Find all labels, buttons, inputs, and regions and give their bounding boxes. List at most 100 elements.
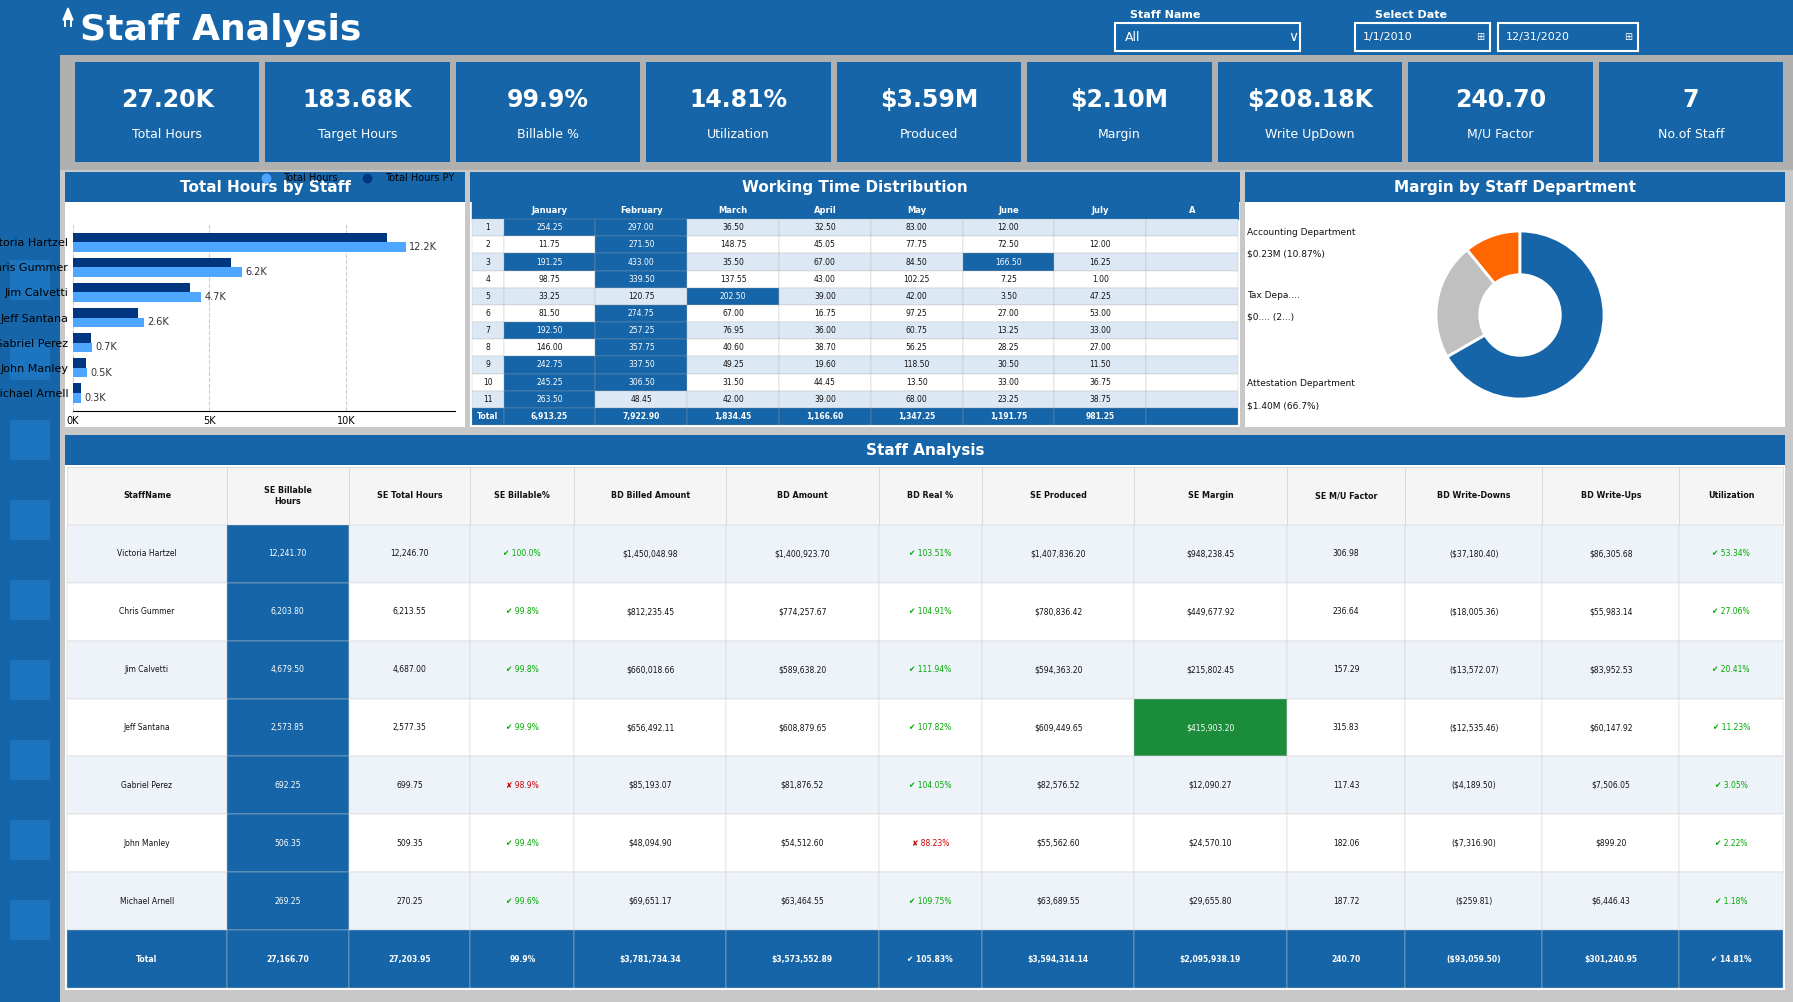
Bar xyxy=(963,254,1054,271)
Text: 1,166.60: 1,166.60 xyxy=(807,412,843,421)
Text: 48.45: 48.45 xyxy=(631,395,653,404)
Text: 42.00: 42.00 xyxy=(905,292,927,301)
Text: 23.25: 23.25 xyxy=(997,395,1018,404)
Bar xyxy=(472,202,504,219)
Bar xyxy=(1680,467,1782,525)
Bar xyxy=(1054,391,1146,408)
Bar xyxy=(574,640,726,698)
Text: BD Write-Ups: BD Write-Ups xyxy=(1581,491,1641,500)
Text: $899.20: $899.20 xyxy=(1596,839,1626,848)
Bar xyxy=(470,583,574,640)
Text: $1,407,836.20: $1,407,836.20 xyxy=(1031,549,1087,558)
Bar xyxy=(74,242,405,252)
Bar xyxy=(504,271,595,288)
Text: $7,506.05: $7,506.05 xyxy=(1592,781,1630,790)
Text: $589,638.20: $589,638.20 xyxy=(778,665,827,674)
Text: 27,203.95: 27,203.95 xyxy=(389,955,430,964)
Text: $3,781,734.34: $3,781,734.34 xyxy=(619,955,681,964)
Bar xyxy=(1146,374,1237,391)
Bar xyxy=(879,815,983,872)
Text: 56.25: 56.25 xyxy=(905,344,927,353)
Text: SE Margin: SE Margin xyxy=(1187,491,1234,500)
Text: $85,193.07: $85,193.07 xyxy=(628,781,672,790)
Text: BD Amount: BD Amount xyxy=(776,491,828,500)
Bar xyxy=(66,525,228,583)
Bar xyxy=(726,757,879,815)
Bar xyxy=(595,340,687,357)
Bar xyxy=(265,62,450,162)
Text: ($4,189.50): ($4,189.50) xyxy=(1452,781,1495,790)
Bar xyxy=(348,583,470,640)
Text: 306.50: 306.50 xyxy=(628,378,654,387)
Text: StaffName: StaffName xyxy=(124,491,170,500)
Text: Gabriel Perez: Gabriel Perez xyxy=(122,781,172,790)
Bar xyxy=(1054,236,1146,254)
Text: 981.25: 981.25 xyxy=(1087,412,1115,421)
Text: $83,952.53: $83,952.53 xyxy=(1589,665,1633,674)
Text: 36.00: 36.00 xyxy=(814,327,836,335)
Text: 3: 3 xyxy=(486,258,489,267)
Text: ✔ 27.06%: ✔ 27.06% xyxy=(1712,607,1750,616)
Bar xyxy=(74,293,201,302)
Text: 19.60: 19.60 xyxy=(814,361,836,370)
Text: 16.25: 16.25 xyxy=(1090,258,1112,267)
Bar xyxy=(983,525,1135,583)
Bar xyxy=(1356,23,1490,51)
Bar xyxy=(595,391,687,408)
Bar xyxy=(963,322,1054,340)
Text: $81,876.52: $81,876.52 xyxy=(780,781,825,790)
Bar xyxy=(348,525,470,583)
Text: Produced: Produced xyxy=(900,127,957,140)
Bar xyxy=(1146,271,1237,288)
Text: 245.25: 245.25 xyxy=(536,378,563,387)
Bar xyxy=(472,408,504,425)
Text: $60,147.92: $60,147.92 xyxy=(1589,723,1633,732)
Bar xyxy=(687,271,778,288)
Bar xyxy=(983,757,1135,815)
Bar xyxy=(472,254,504,271)
Bar xyxy=(1135,872,1287,930)
Text: ✔ 11.23%: ✔ 11.23% xyxy=(1712,723,1750,732)
Bar xyxy=(470,172,1241,427)
Text: 6: 6 xyxy=(486,309,489,318)
Text: 33.00: 33.00 xyxy=(997,378,1020,387)
Text: 99.9%: 99.9% xyxy=(509,955,536,964)
Bar xyxy=(74,368,86,378)
Bar xyxy=(65,435,1786,465)
Bar xyxy=(871,305,963,322)
Text: 137.55: 137.55 xyxy=(719,275,746,284)
Text: $449,677.92: $449,677.92 xyxy=(1187,607,1235,616)
Bar xyxy=(74,359,86,368)
Text: $660,018.66: $660,018.66 xyxy=(626,665,674,674)
Bar xyxy=(595,271,687,288)
Bar xyxy=(1287,698,1406,757)
Text: 31.50: 31.50 xyxy=(723,378,744,387)
Bar xyxy=(1054,357,1146,374)
Bar xyxy=(879,698,983,757)
Bar xyxy=(645,62,830,162)
Bar xyxy=(595,357,687,374)
Bar xyxy=(504,357,595,374)
Bar xyxy=(574,467,726,525)
Text: 2,573.85: 2,573.85 xyxy=(271,723,305,732)
Text: 27,166.70: 27,166.70 xyxy=(267,955,308,964)
Bar xyxy=(348,872,470,930)
Text: Tax Depa....: Tax Depa.... xyxy=(1246,292,1300,301)
Text: May: May xyxy=(907,206,927,215)
Bar xyxy=(983,583,1135,640)
Bar xyxy=(1680,640,1782,698)
Bar xyxy=(1244,172,1786,202)
Text: 39.00: 39.00 xyxy=(814,292,836,301)
Bar xyxy=(455,62,640,162)
Bar xyxy=(778,271,871,288)
Bar xyxy=(963,288,1054,305)
Text: ($12,535.46): ($12,535.46) xyxy=(1449,723,1499,732)
Bar xyxy=(504,408,595,425)
Text: 12,241.70: 12,241.70 xyxy=(269,549,307,558)
Bar xyxy=(348,930,470,988)
Text: 10: 10 xyxy=(482,378,493,387)
Bar xyxy=(963,357,1054,374)
Text: ✔ 105.83%: ✔ 105.83% xyxy=(907,955,954,964)
Bar xyxy=(983,467,1135,525)
Bar xyxy=(65,435,1786,990)
